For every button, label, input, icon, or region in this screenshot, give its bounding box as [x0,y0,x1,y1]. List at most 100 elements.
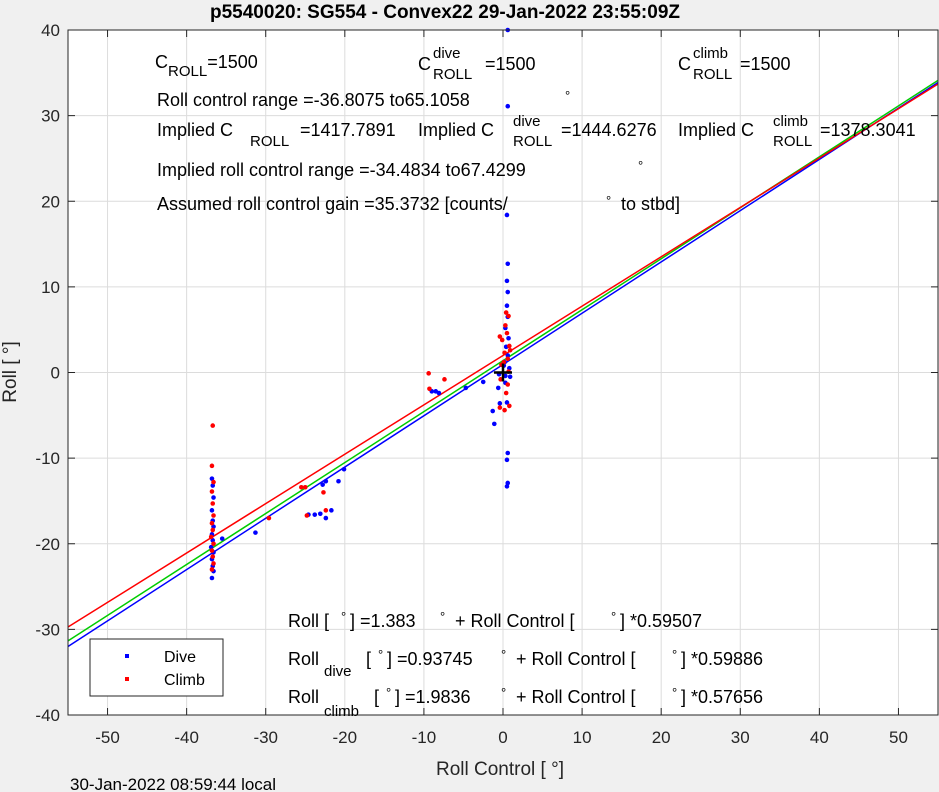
climb-point [503,390,509,396]
implied-c-roll-dive-sub: ROLL [513,133,552,150]
eq-combined-part4: ] *0.59507 [620,611,702,631]
dive-point [463,385,469,391]
legend-dive-label: Dive [164,649,196,666]
dive-point [320,482,325,487]
legend: Dive Climb [89,638,224,697]
x-tick-label: 30 [731,728,750,747]
eq-climb-sub: climb [324,703,359,720]
dive-point [504,457,510,463]
eq-climb-degree-2: ° [501,685,506,700]
implied-roll-control-range-text: Implied roll control range =-34.4834 to6… [157,160,526,180]
climb-point [505,356,511,362]
dive-point [504,484,510,489]
implied-c-roll-dive-prefix: Implied C [418,120,494,140]
y-tick-label: -30 [35,620,60,639]
dive-point [436,390,442,396]
eq-climb-part3: + Roll Control [ [516,687,636,707]
implied-c-roll-climb-sub: ROLL [773,133,812,150]
dive-point [208,544,214,550]
c-roll-text: CROLL=1500 [155,52,258,80]
dive-point [210,538,216,543]
eq-dive-degree-2: ° [501,647,506,662]
eq-combined-part3: + Roll Control [ [455,611,575,631]
climb-point [503,323,508,328]
dive-point [490,408,496,414]
legend-box [89,638,224,697]
dive-point [505,353,511,358]
implied-c-roll-dive-value: =1444.6276 [561,120,657,140]
x-tick-label: -20 [333,728,358,747]
climb-point [507,403,512,409]
climb-point [497,334,503,339]
dive-point [480,379,486,385]
y-tick-label: 10 [41,278,60,297]
climb-point [209,567,215,572]
c-roll-dive-sup: dive [433,45,461,62]
equation-block: Roll [ ° ] =1.383 ° + Roll Control [ ° ]… [288,609,763,720]
climb-point [497,405,503,410]
y-tick-label: 0 [51,364,60,383]
climb-point [209,520,215,526]
dive-point [497,401,503,406]
dive-point [323,478,329,484]
climb-point [209,548,215,553]
c-roll-climb-text: C [678,54,691,74]
climb-point [210,423,216,428]
climb-point [209,463,215,469]
assumed-gain-text: Assumed roll control gain =35.3732 [coun… [157,194,508,214]
climb-point [501,359,507,365]
eq-climb-part2: ] =1.9836 [395,687,471,707]
dive-point [318,511,323,517]
assumed-gain-suffix: to stbd] [621,194,680,214]
dive-point [505,450,511,456]
eq-combined-degree-2: ° [440,609,445,624]
dive-point [504,303,510,309]
eq-climb-degree: ° [386,685,391,700]
implied-c-roll-value: =1417.7891 [300,120,396,140]
eq-combined-degree: ° [341,609,346,624]
c-roll-climb-value: =1500 [740,54,791,74]
annotation-block: CROLL=1500 C dive ROLL =1500 C climb ROL… [155,45,916,214]
x-tick-label: 20 [652,728,671,747]
implied-c-roll-climb-value: =1378.3041 [820,120,916,140]
eq-dive-part4: ] *0.59886 [681,649,763,669]
roll-control-range-text: Roll control range =-36.8075 to65.1058 [157,90,470,110]
dive-point [505,289,511,295]
dive-point [323,515,329,521]
eq-climb-part4: ] *0.57656 [681,687,763,707]
y-tick-label: -10 [35,449,60,468]
implied-roll-control-range-degree: ° [638,158,643,173]
climb-point [507,343,512,349]
c-roll-dive-text: C [418,54,431,74]
eq-dive-roll: Roll [288,649,319,669]
climb-point [499,337,505,343]
eq-combined-part2: ] =1.383 [350,611,416,631]
climb-point [211,513,216,518]
dive-point [219,536,225,541]
eq-dive-part2: ] =0.93745 [387,649,473,669]
eq-dive-degree: ° [378,647,383,662]
climb-point [442,377,447,382]
x-axis-label: Roll Control [ °] [436,759,564,780]
eq-dive-part3: + Roll Control [ [516,649,636,669]
dive-point [505,103,511,109]
x-tick-label: -40 [174,728,199,747]
climb-point [208,534,214,540]
y-tick-label: 20 [41,192,60,211]
implied-c-roll-prefix: Implied C [157,120,233,140]
dive-point [504,278,510,284]
dive-point [495,385,501,391]
dive-point [504,212,510,218]
dive-point [336,478,341,484]
climb-point [210,527,216,533]
climb-point [505,382,511,387]
climb-point [266,515,272,521]
c-roll-climb-sup: climb [693,45,728,62]
dive-point [341,466,347,472]
dive-point [209,575,215,581]
dive-point [209,476,215,481]
implied-c-roll-sub: ROLL [250,133,289,150]
dive-point [492,421,497,427]
dive-point [312,512,318,517]
